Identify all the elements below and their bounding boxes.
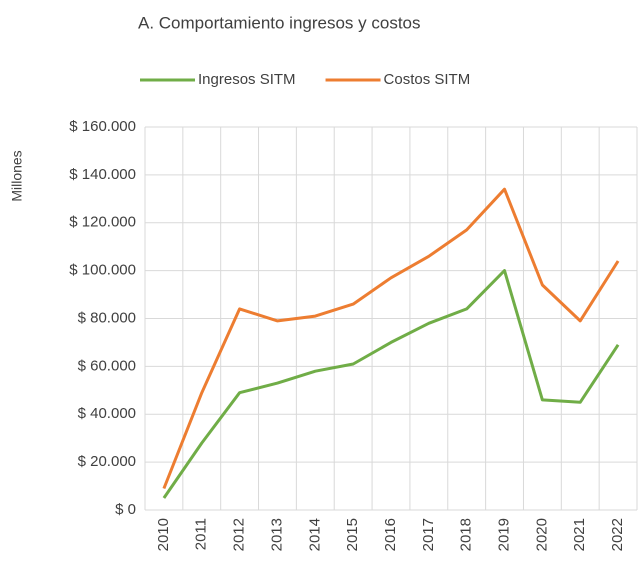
- x-tick-label: 2011: [193, 518, 210, 550]
- x-tick-label: 2010: [155, 518, 172, 551]
- legend-label: Costos SITM: [384, 71, 471, 88]
- x-tick-label: 2021: [571, 518, 588, 551]
- y-axis-label: Millones: [9, 150, 25, 201]
- x-tick-label: 2018: [458, 518, 475, 551]
- x-tick-label: 2016: [382, 518, 399, 551]
- y-tick-label: $ 0: [115, 501, 136, 518]
- y-tick-label: $ 60.000: [78, 357, 136, 374]
- x-tick-label: 2022: [609, 518, 626, 551]
- x-tick-label: 2012: [231, 518, 248, 551]
- series-line: [162, 187, 620, 490]
- y-tick-label: $ 20.000: [78, 453, 136, 470]
- y-tick-label: $ 100.000: [69, 262, 136, 279]
- series-line: [162, 269, 620, 499]
- legend-label: Ingresos SITM: [198, 71, 296, 88]
- y-tick-label: $ 80.000: [78, 309, 136, 326]
- y-tick-label: $ 120.000: [69, 214, 136, 231]
- x-tick-label: 2017: [420, 518, 437, 551]
- x-tick-label: 2013: [268, 518, 285, 551]
- x-tick-label: 2014: [306, 518, 323, 551]
- x-tick-label: 2019: [496, 518, 513, 551]
- chart-title: A. Comportamiento ingresos y costos: [138, 13, 421, 32]
- y-tick-label: $ 160.000: [69, 118, 136, 135]
- y-tick-label: $ 140.000: [69, 166, 136, 183]
- y-tick-label: $ 40.000: [78, 405, 136, 422]
- x-tick-label: 2015: [344, 518, 361, 551]
- x-tick-label: 2020: [533, 518, 550, 551]
